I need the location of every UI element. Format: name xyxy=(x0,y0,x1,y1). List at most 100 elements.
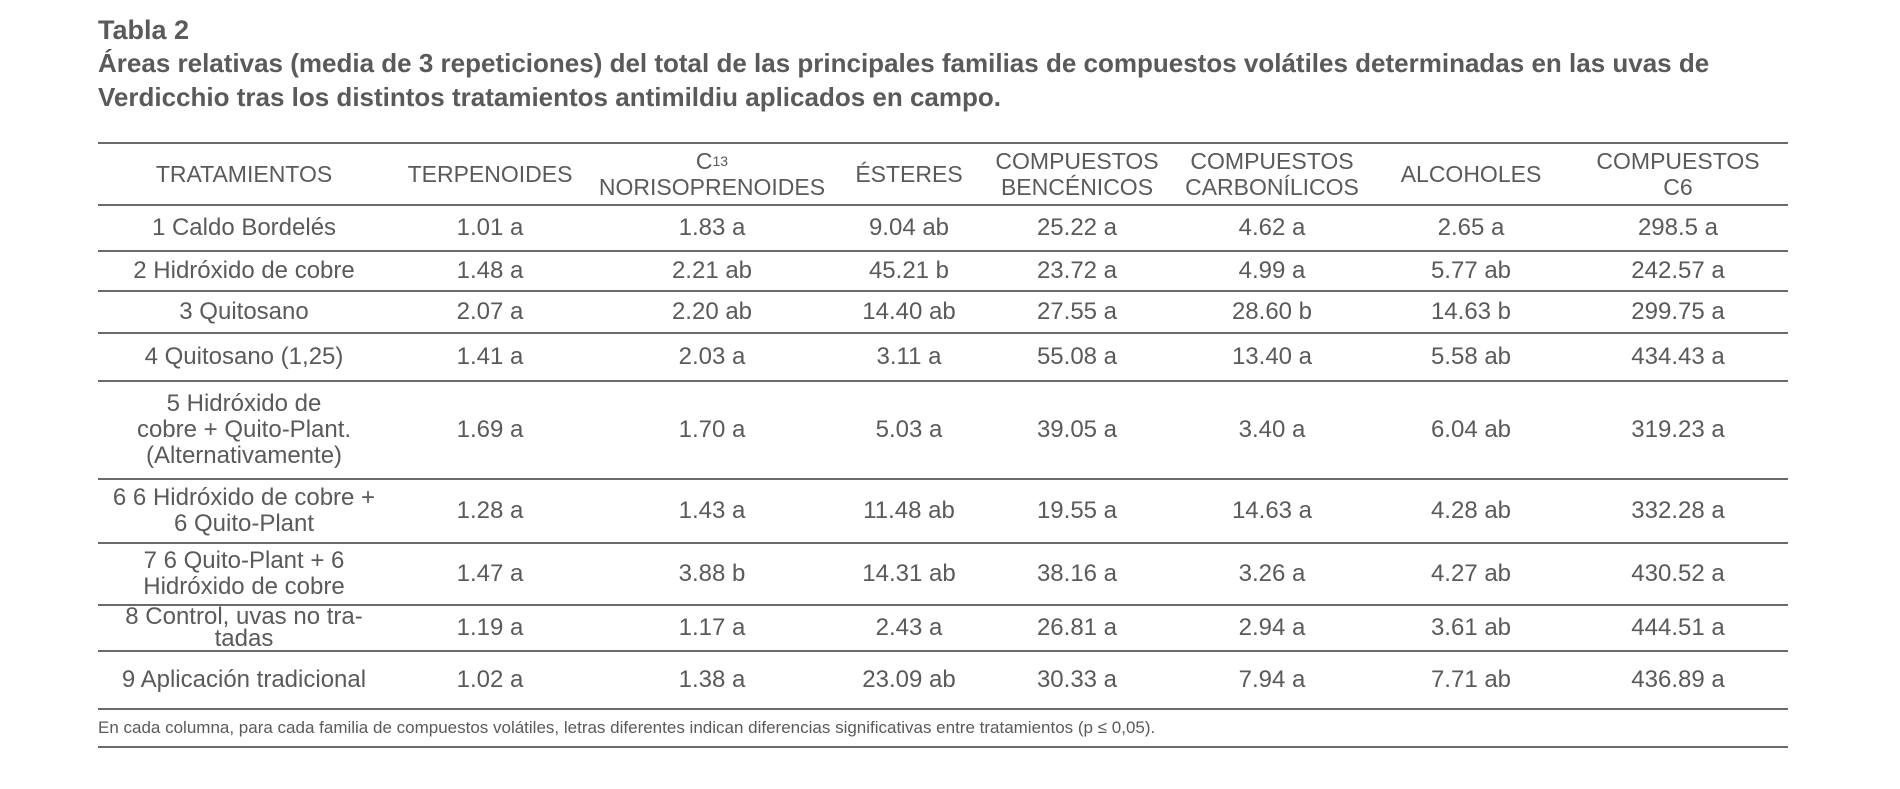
cell-terpenoides: 1.41 a xyxy=(390,333,590,382)
cell-bencenicos: 19.55 a xyxy=(984,479,1170,544)
cell-tratamiento: 5 Hidróxido de cobre + Quito-Plant. (Alt… xyxy=(98,381,390,480)
cell-bencenicos: 25.22 a xyxy=(984,205,1170,252)
cell-c6: 298.5 a xyxy=(1568,205,1788,252)
header-c6-line2: C6 xyxy=(1663,174,1693,200)
cell-c6: 444.51 a xyxy=(1568,605,1788,652)
header-row: TRATAMIENTOS TERPENOIDES C13 NORISOPRENO… xyxy=(98,142,1788,206)
header-tratamientos: TRATAMIENTOS xyxy=(98,142,390,206)
data-table: TRATAMIENTOS TERPENOIDES C13 NORISOPRENO… xyxy=(98,142,1788,748)
header-c6-line1: COMPUESTOS xyxy=(1596,148,1760,174)
cell-norisoprenoides: 1.83 a xyxy=(590,205,834,252)
cell-esteres: 2.43 a xyxy=(834,605,984,652)
header-norisoprenoides-label: NORISOPRENOIDES xyxy=(598,174,826,200)
tratamiento-line2: cobre + Quito-Plant. xyxy=(136,416,352,443)
tratamiento-line1: 6 6 Hidróxido de cobre + xyxy=(112,484,376,511)
cell-norisoprenoides: 2.03 a xyxy=(590,333,834,382)
tratamiento-line2: tadas xyxy=(214,625,274,652)
cell-tratamiento: 8 Control, uvas no tra- tadas xyxy=(98,605,390,652)
table-row: 8 Control, uvas no tra- tadas 1.19 a 1.1… xyxy=(98,605,1788,652)
cell-tratamiento: 2 Hidróxido de cobre xyxy=(98,251,390,292)
header-bencenicos-line1: COMPUESTOS xyxy=(995,148,1159,174)
cell-c6: 430.52 a xyxy=(1568,543,1788,606)
table-row: 5 Hidróxido de cobre + Quito-Plant. (Alt… xyxy=(98,381,1788,480)
cell-alcoholes: 7.71 ab xyxy=(1374,651,1568,710)
cell-carbonilicos: 3.40 a xyxy=(1170,381,1374,480)
cell-terpenoides: 1.02 a xyxy=(390,651,590,710)
table-label: Tabla 2 xyxy=(98,15,190,45)
tratamiento-line1: 7 6 Quito-Plant + 6 xyxy=(143,547,345,574)
cell-esteres: 14.40 ab xyxy=(834,291,984,334)
cell-tratamiento: 6 6 Hidróxido de cobre + 6 Quito-Plant xyxy=(98,479,390,544)
cell-norisoprenoides: 2.21 ab xyxy=(590,251,834,292)
table-row: 9 Aplicación tradicional 1.02 a 1.38 a 2… xyxy=(98,651,1788,710)
cell-terpenoides: 2.07 a xyxy=(390,291,590,334)
cell-bencenicos: 27.55 a xyxy=(984,291,1170,334)
table-row: 4 Quitosano (1,25) 1.41 a 2.03 a 3.11 a … xyxy=(98,333,1788,382)
cell-terpenoides: 1.19 a xyxy=(390,605,590,652)
cell-carbonilicos: 14.63 a xyxy=(1170,479,1374,544)
cell-c6: 242.57 a xyxy=(1568,251,1788,292)
footnote-row: En cada columna, para cada familia de co… xyxy=(98,709,1788,748)
cell-terpenoides: 1.48 a xyxy=(390,251,590,292)
tratamiento-line1: 5 Hidróxido de xyxy=(166,390,322,417)
cell-c6: 332.28 a xyxy=(1568,479,1788,544)
tratamiento-line1: 3 Quitosano xyxy=(179,298,309,325)
cell-alcoholes: 5.77 ab xyxy=(1374,251,1568,292)
cell-norisoprenoides: 1.17 a xyxy=(590,605,834,652)
cell-terpenoides: 1.47 a xyxy=(390,543,590,606)
tratamiento-line1: 9 Aplicación tradicional xyxy=(121,666,367,693)
cell-alcoholes: 4.28 ab xyxy=(1374,479,1568,544)
cell-c6: 319.23 a xyxy=(1568,381,1788,480)
cell-esteres: 5.03 a xyxy=(834,381,984,480)
table-row: 1 Caldo Bordelés 1.01 a 1.83 a 9.04 ab 2… xyxy=(98,205,1788,252)
cell-carbonilicos: 2.94 a xyxy=(1170,605,1374,652)
header-esteres: ÉSTERES xyxy=(834,142,984,206)
cell-norisoprenoides: 3.88 b xyxy=(590,543,834,606)
table-row: 6 6 Hidróxido de cobre + 6 Quito-Plant 1… xyxy=(98,479,1788,544)
cell-tratamiento: 1 Caldo Bordelés xyxy=(98,205,390,252)
header-carbonilicos-line1: COMPUESTOS xyxy=(1190,148,1354,174)
tratamiento-line2: 6 Quito-Plant xyxy=(173,510,315,537)
header-carbonilicos: COMPUESTOS CARBONÍLICOS xyxy=(1170,142,1374,206)
cell-tratamiento: 7 6 Quito-Plant + 6 Hidróxido de cobre xyxy=(98,543,390,606)
cell-norisoprenoides: 1.38 a xyxy=(590,651,834,710)
table-caption: Áreas relativas (media de 3 repeticiones… xyxy=(98,48,1710,112)
cell-carbonilicos: 28.60 b xyxy=(1170,291,1374,334)
tratamiento-line1: 1 Caldo Bordelés xyxy=(151,214,337,241)
cell-norisoprenoides: 2.20 ab xyxy=(590,291,834,334)
table-row: 3 Quitosano 2.07 a 2.20 ab 14.40 ab 27.5… xyxy=(98,291,1788,334)
header-bencenicos: COMPUESTOS BENCÉNICOS xyxy=(984,142,1170,206)
cell-carbonilicos: 13.40 a xyxy=(1170,333,1374,382)
tratamiento-line2: Hidróxido de cobre xyxy=(143,573,345,600)
header-carbonilicos-line2: CARBONÍLICOS xyxy=(1185,174,1359,200)
cell-tratamiento: 3 Quitosano xyxy=(98,291,390,334)
cell-tratamiento: 4 Quitosano (1,25) xyxy=(98,333,390,382)
cell-esteres: 14.31 ab xyxy=(834,543,984,606)
cell-esteres: 45.21 b xyxy=(834,251,984,292)
table-row: 7 6 Quito-Plant + 6 Hidróxido de cobre 1… xyxy=(98,543,1788,606)
cell-esteres: 9.04 ab xyxy=(834,205,984,252)
header-alcoholes: ALCOHOLES xyxy=(1374,142,1568,206)
header-bencenicos-line2: BENCÉNICOS xyxy=(1000,174,1154,200)
cell-alcoholes: 3.61 ab xyxy=(1374,605,1568,652)
cell-terpenoides: 1.28 a xyxy=(390,479,590,544)
cell-carbonilicos: 4.99 a xyxy=(1170,251,1374,292)
cell-alcoholes: 14.63 b xyxy=(1374,291,1568,334)
cell-bencenicos: 38.16 a xyxy=(984,543,1170,606)
cell-bencenicos: 39.05 a xyxy=(984,381,1170,480)
header-norisoprenoides: C13 NORISOPRENOIDES xyxy=(590,142,834,206)
footnote: En cada columna, para cada familia de co… xyxy=(98,709,1788,748)
header-terpenoides: TERPENOIDES xyxy=(390,142,590,206)
cell-alcoholes: 6.04 ab xyxy=(1374,381,1568,480)
cell-norisoprenoides: 1.70 a xyxy=(590,381,834,480)
cell-c6: 434.43 a xyxy=(1568,333,1788,382)
cell-c6: 436.89 a xyxy=(1568,651,1788,710)
cell-carbonilicos: 7.94 a xyxy=(1170,651,1374,710)
cell-esteres: 23.09 ab xyxy=(834,651,984,710)
table-row: 2 Hidróxido de cobre 1.48 a 2.21 ab 45.2… xyxy=(98,251,1788,292)
header-c13-sub: 13 xyxy=(712,153,729,169)
cell-esteres: 3.11 a xyxy=(834,333,984,382)
cell-terpenoides: 1.01 a xyxy=(390,205,590,252)
header-c6: COMPUESTOS C6 xyxy=(1568,142,1788,206)
tratamiento-line1: 4 Quitosano (1,25) xyxy=(144,343,344,370)
